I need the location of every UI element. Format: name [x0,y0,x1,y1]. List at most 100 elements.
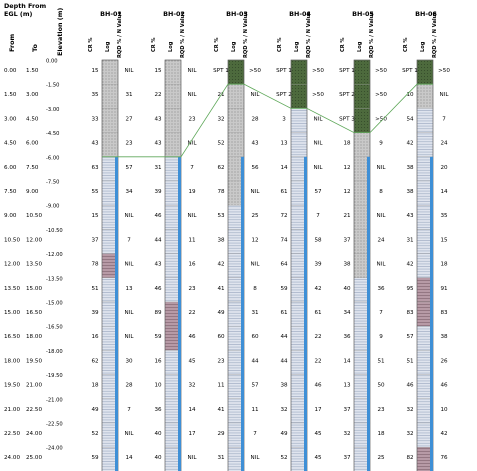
cr-value: 44 [280,358,288,364]
cr-value: 31 [217,455,225,461]
depth-to-value: 16.50 [26,310,42,316]
depth-to-value: 22.50 [26,407,42,413]
cr-value: 46 [406,383,414,389]
cr-value: 72 [280,213,287,219]
elevation-value: -10.50 [46,228,63,234]
depth-elevation-columns: 0.00 1.50 1.50 3.00 3.00 4.50 4.50 6.00 6.00 7.50… [4,59,63,462]
depth-title-line2: EGL (m) [4,10,32,18]
depth-to-value: 24.00 [26,431,42,437]
log-cell [227,108,245,133]
cr-value: 38 [406,165,414,171]
depth-to-value: 25.00 [26,455,42,461]
log-cell [101,132,119,157]
cr-value: 23 [217,358,225,364]
rqd-value: 17 [188,431,196,437]
cr-value: SPT 1 [402,68,418,74]
rqd-value: 45 [314,431,322,437]
log-cell [290,59,308,85]
rqd-value: 7 [316,213,320,219]
rqd-value: 24 [377,237,385,243]
cr-value: 57 [406,334,414,340]
elevation-value: -19.50 [46,373,63,379]
cr-value: 10 [154,383,162,389]
cr-value: 39 [154,189,162,195]
cr-value: 16 [91,334,99,340]
rqd-value: >50 [375,68,387,74]
borehole-name: BH-04 [289,10,311,18]
rqd-value: 12 [251,237,258,243]
cr-column-header: CR % [88,37,94,52]
rqd-column-header: RQD % / N Value [243,11,249,58]
borehole-name: BH-01 [100,10,122,18]
cr-value: 61 [280,310,288,316]
cr-value: 18 [91,383,99,389]
depth-to-value: 13.50 [26,262,42,268]
log-column-header: Log [420,41,426,52]
cr-value: 38 [343,262,351,268]
header: Depth From EGL (m) From To Elevation (m) [4,2,64,56]
cr-value: 11 [217,383,225,389]
cr-value: 49 [217,310,225,316]
cr-value: 37 [343,407,351,413]
cr-value: 52 [217,141,224,147]
rqd-value: 45 [188,358,196,364]
rqd-value: 46 [440,383,448,389]
log-cell [164,84,182,109]
log-cell [416,132,434,157]
rqd-value: 35 [440,213,448,219]
log-column-header: Log [294,41,300,52]
rqd-value: >50 [312,68,324,74]
cr-value: 46 [154,286,162,292]
log-cell [353,108,371,133]
rqd-value: 61 [314,310,322,316]
rqd-column-header: RQD % / N Value [369,11,375,58]
depth-from-value: 24.00 [4,455,20,461]
rqd-value: NIL [125,431,135,437]
depth-from-value: 18.00 [4,358,20,364]
rqd-value: 31 [251,310,259,316]
log-cell [353,59,371,85]
rqd-value: 58 [314,237,322,243]
rqd-value: 15 [440,237,448,243]
rqd-value: 9 [379,334,383,340]
elevation-value: -1.50 [46,83,59,89]
log-column-header: Log [168,41,174,52]
rqd-value: NIL [377,213,387,219]
elevation-value: -4.50 [46,131,59,137]
depth-from-value: 16.50 [4,334,20,340]
rqd-value: 14 [125,455,133,461]
rqd-column-header: RQD % / N Value [180,11,186,58]
rqd-value: NIL [251,262,261,268]
cr-value: 32 [217,116,224,122]
rqd-value: 7 [379,310,383,316]
water-level-bar [115,156,118,471]
cr-value: 74 [280,237,288,243]
cr-value: 49 [91,407,99,413]
cr-value: 78 [91,262,99,268]
rqd-value: NIL [440,92,450,98]
cr-value: 51 [406,358,414,364]
elevation-value: -7.50 [46,180,59,186]
rqd-value: >50 [312,92,324,98]
cr-value: SPT 1 [213,68,229,74]
depth-to-value: 12.00 [26,237,42,243]
strata-boundary-line [102,83,433,158]
cr-column-header: CR % [340,37,346,52]
rqd-value: 45 [314,455,322,461]
cr-column-header: CR % [214,37,220,52]
depth-from-value: 12.00 [4,262,20,268]
depth-to-value: 21.00 [26,383,42,389]
borehole-name: BH-06 [415,10,437,18]
borehole-2: BH-02 CR % Log RQD % / N Value 15 22 43 43 31 39 4… [151,10,197,471]
cr-value: SPT 1 [276,68,292,74]
cr-value: 43 [154,116,162,122]
rqd-value: 34 [125,189,133,195]
log-cell [227,84,245,109]
rqd-value: 38 [440,334,448,340]
rqd-value: 91 [440,286,448,292]
rqd-value: NIL [251,92,261,98]
cr-value: 39 [91,310,99,316]
cr-value: 44 [154,237,162,243]
cr-value: 32 [406,407,413,413]
